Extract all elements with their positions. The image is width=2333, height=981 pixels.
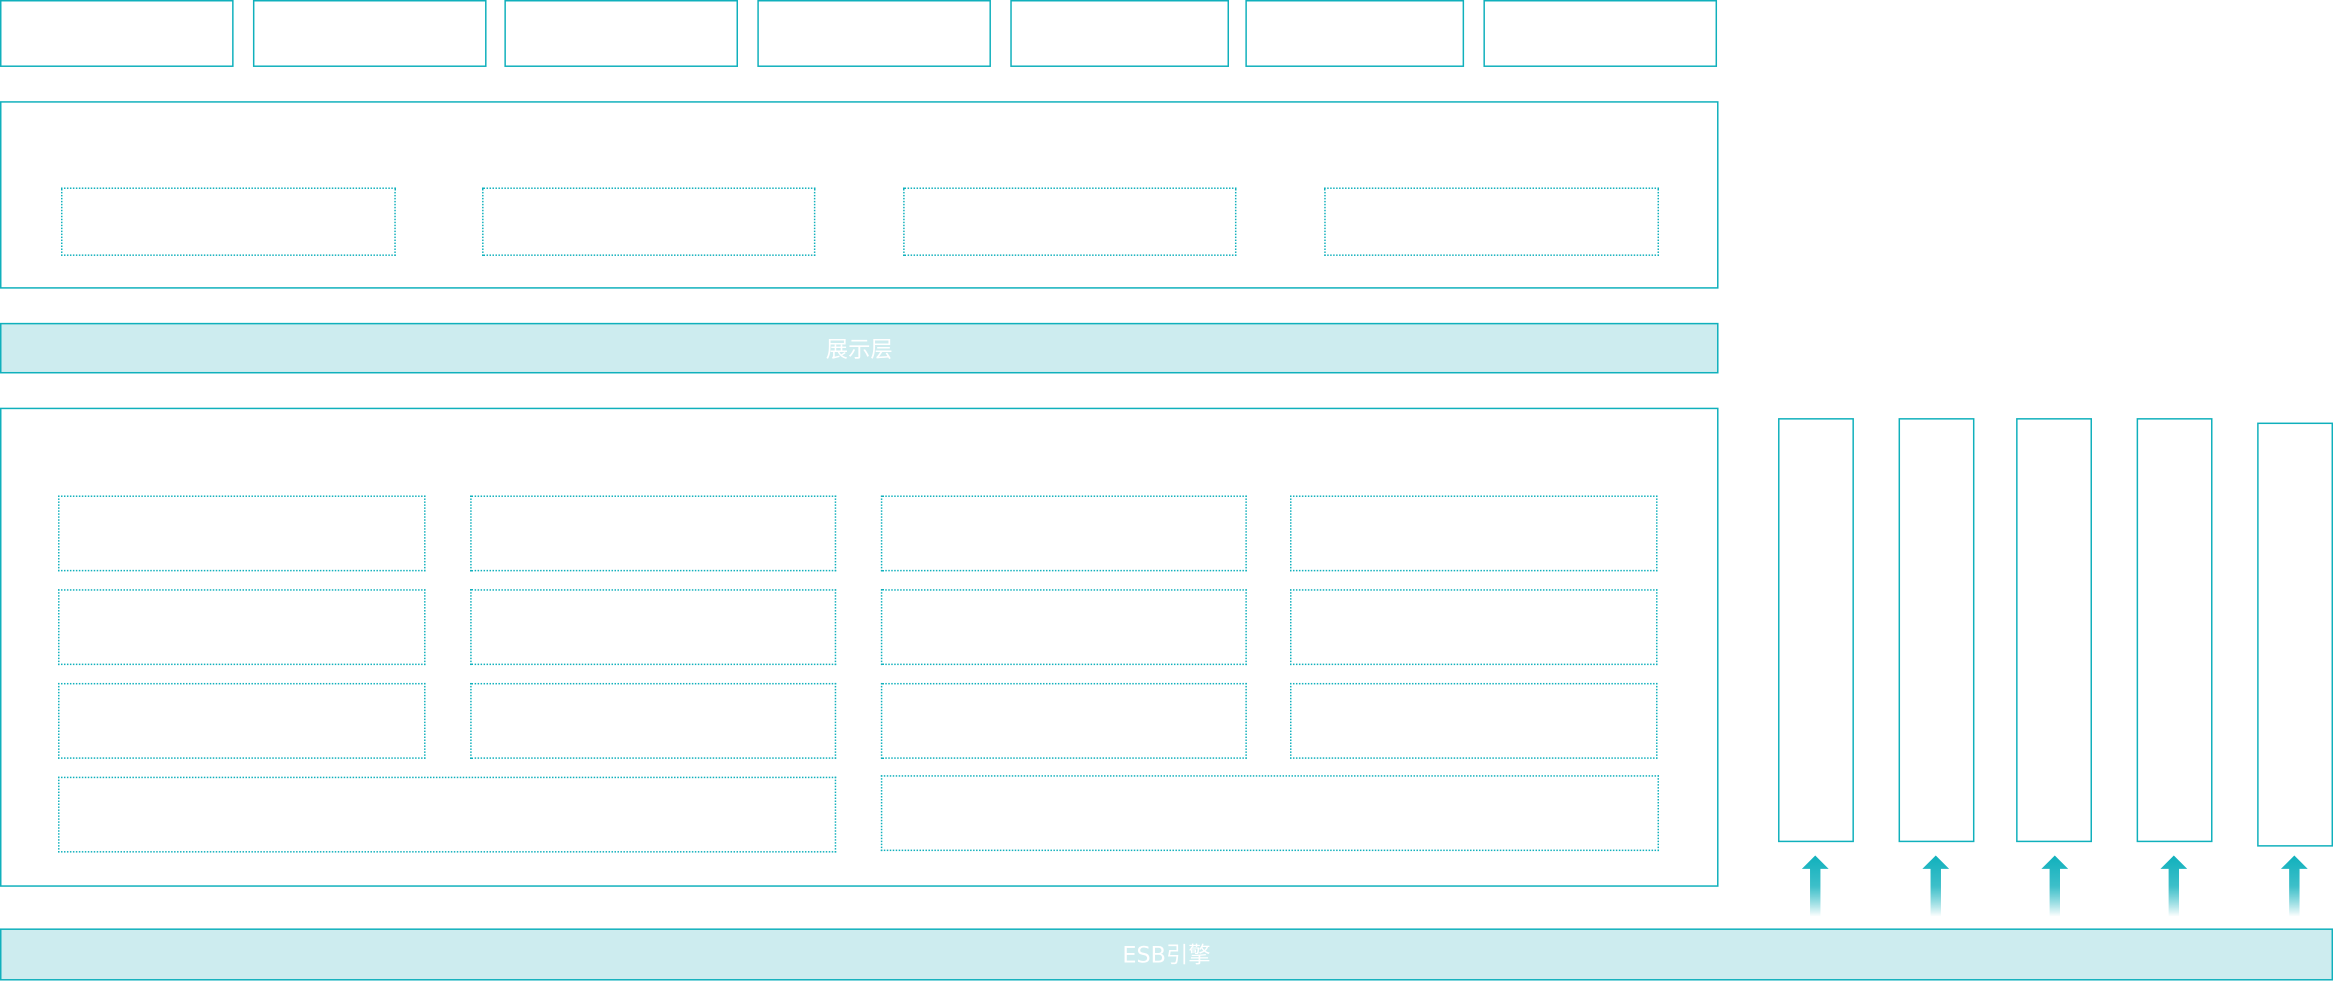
presentation-layer-bar: 展示层 xyxy=(0,322,1719,374)
lower-module xyxy=(880,589,1247,666)
arrow-up-icon xyxy=(2280,855,2308,917)
arrow-up-icon xyxy=(1801,855,1829,917)
lower-module xyxy=(58,495,426,572)
lower-module xyxy=(1290,495,1658,572)
top-box xyxy=(252,0,487,67)
side-column xyxy=(1898,418,1975,843)
lower-module xyxy=(880,682,1247,759)
arrow-up-icon xyxy=(2041,855,2069,917)
lower-module xyxy=(58,589,426,666)
presentation-layer-label: 展示层 xyxy=(825,335,893,363)
arrow-up-icon xyxy=(2160,855,2188,917)
side-column xyxy=(1778,418,1854,843)
upper-module xyxy=(903,187,1237,256)
lower-module xyxy=(1290,682,1658,759)
lower-module-wide xyxy=(880,775,1660,852)
side-column xyxy=(2016,418,2092,843)
top-box xyxy=(0,0,234,67)
lower-module xyxy=(1290,589,1658,666)
upper-module xyxy=(1324,187,1660,256)
lower-module-wide xyxy=(58,776,837,853)
lower-module xyxy=(470,495,837,572)
side-column xyxy=(2136,418,2213,843)
upper-container xyxy=(0,101,1719,289)
lower-module xyxy=(58,682,426,759)
lower-module xyxy=(470,589,837,666)
upper-module xyxy=(61,187,396,256)
top-box xyxy=(757,0,991,67)
arrow-up-icon xyxy=(1922,855,1950,917)
esb-engine-label: ESB引擎 xyxy=(1122,941,1211,969)
top-box xyxy=(1010,0,1230,67)
lower-module xyxy=(880,495,1247,572)
top-box xyxy=(1483,0,1718,67)
esb-engine-bar: ESB引擎 xyxy=(0,928,2333,981)
upper-module xyxy=(482,187,816,256)
lower-container xyxy=(0,407,1719,887)
lower-module xyxy=(470,682,837,759)
top-box xyxy=(504,0,738,67)
top-box xyxy=(1245,0,1465,67)
side-column xyxy=(2257,422,2333,847)
